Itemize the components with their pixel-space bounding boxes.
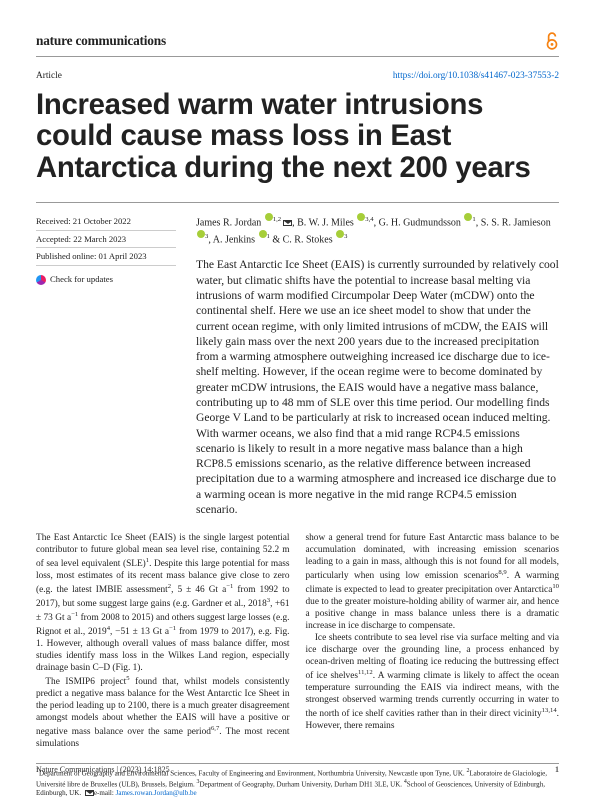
body-paragraph: show a general trend for future East Ant… (306, 533, 560, 633)
body-paragraph: The ISMIP6 project5 found that, whilst m… (36, 675, 290, 751)
page-number: 1 (555, 765, 559, 775)
author-list: James R. Jordan 1,2, B. W. J. Miles 3,4,… (196, 213, 559, 248)
authors-abstract-column: James R. Jordan 1,2, B. W. J. Miles 3,4,… (196, 213, 559, 518)
body-column-right: show a general trend for future East Ant… (306, 533, 560, 751)
check-updates-label: Check for updates (50, 274, 113, 285)
doi-link[interactable]: https://doi.org/10.1038/s41467-023-37553… (393, 71, 559, 85)
crossmark-icon (36, 275, 46, 285)
article-meta-row: Article https://doi.org/10.1038/s41467-0… (36, 71, 559, 85)
body-paragraph: Ice sheets contribute to sea level rise … (306, 633, 560, 733)
body-paragraph: The East Antarctic Ice Sheet (EAIS) is t… (36, 533, 290, 675)
check-updates-link[interactable]: Check for updates (36, 274, 176, 285)
page-footer: Nature Communications | (2023) 14:1825 1 (36, 765, 559, 775)
abstract-text: The East Antarctic Ice Sheet (EAIS) is c… (196, 257, 559, 517)
article-type-label: Article (36, 71, 62, 83)
dates-column: Received: 21 October 2022 Accepted: 22 M… (36, 213, 176, 518)
body-column-left: The East Antarctic Ice Sheet (EAIS) is t… (36, 533, 290, 751)
received-date: Received: 21 October 2022 (36, 213, 176, 231)
footer-citation: Nature Communications | (2023) 14:1825 (36, 765, 170, 775)
journal-name: nature communications (36, 33, 166, 50)
accepted-date: Accepted: 22 March 2023 (36, 231, 176, 249)
metadata-abstract-row: Received: 21 October 2022 Accepted: 22 M… (36, 202, 559, 518)
open-access-icon (545, 32, 559, 50)
published-date: Published online: 01 April 2023 (36, 248, 176, 266)
body-text-columns: The East Antarctic Ice Sheet (EAIS) is t… (36, 533, 559, 751)
article-title: Increased warm water intrusions could ca… (36, 89, 559, 184)
journal-header: nature communications (36, 32, 559, 57)
